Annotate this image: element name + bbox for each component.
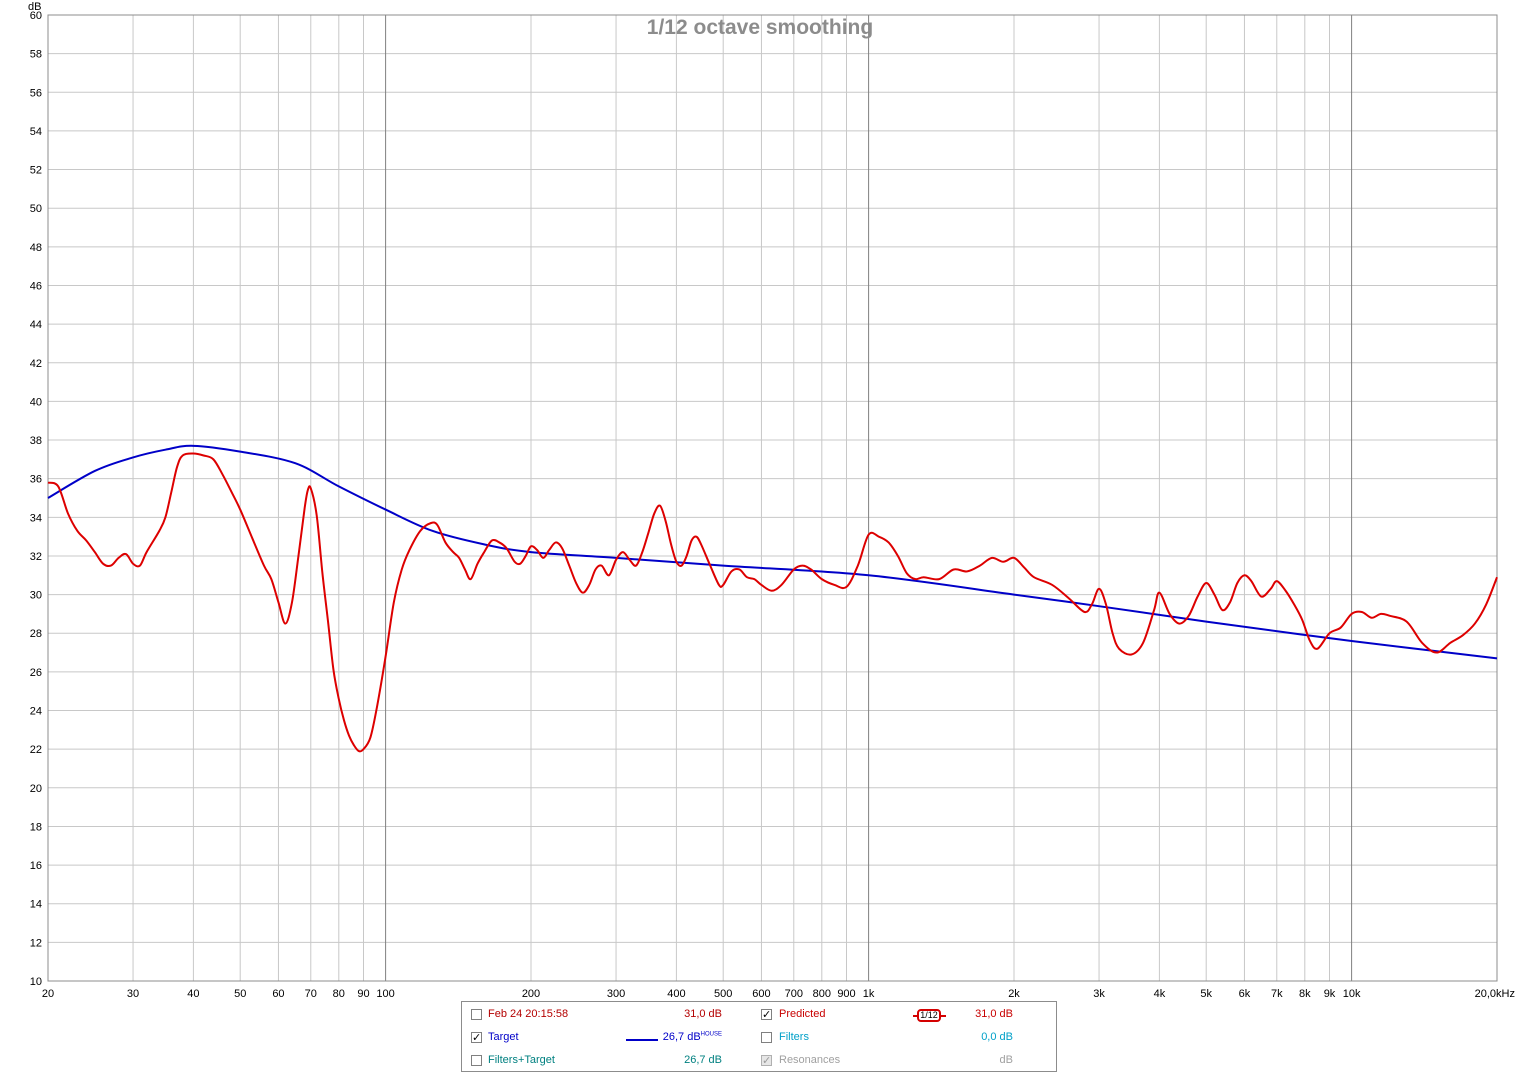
x-tick-label: 40: [187, 988, 199, 1000]
x-tick-label: 9k: [1324, 988, 1336, 1000]
y-tick-label: 40: [30, 396, 42, 408]
y-tick-label: 54: [30, 126, 42, 138]
x-tick-label: 90: [357, 988, 369, 1000]
y-tick-label: 32: [30, 551, 42, 563]
x-tick-label: 400: [667, 988, 685, 1000]
y-tick-label: 16: [30, 860, 42, 872]
legend-row-filters-target: Filters+Target 26,7 dB ✓ Resonances dB: [462, 1051, 1056, 1071]
x-tick-label: 20: [42, 988, 54, 1000]
x-tick-label: 4k: [1154, 988, 1166, 1000]
filters-target-checkbox[interactable]: [471, 1055, 482, 1066]
y-tick-label: 36: [30, 474, 42, 486]
predicted-value: 31,0 dB: [975, 1008, 1013, 1020]
filters-checkbox[interactable]: [761, 1032, 772, 1043]
x-tick-label: 900: [837, 988, 855, 1000]
plot-frame: [47, 14, 1498, 982]
target-value-house-curve: HOUSE: [700, 1031, 722, 1038]
y-tick-label: 52: [30, 165, 42, 177]
x-tick-label: 100: [376, 988, 394, 1000]
y-tick-label: 60: [30, 10, 42, 22]
x-tick-label: 50: [234, 988, 246, 1000]
y-tick-label: 42: [30, 358, 42, 370]
x-tick-label: 70: [305, 988, 317, 1000]
x-tick-label: 60: [272, 988, 284, 1000]
y-axis-ticks: 10 12 14 16 18 20 22 24 26 28 30 32 34 36 38 40 42 44 46 48…: [30, 10, 42, 988]
resonances-value: dB: [999, 1054, 1013, 1066]
frequency-response-chart: 10 12 14 16 18 20 22 24 26 28 30 32 34 36 38 40 42 44 46 48…: [28, 1, 1515, 1000]
x-tick-label: 500: [714, 988, 732, 1000]
series-lines: [47, 444, 1498, 753]
chart-title: 1/12 octave smoothing: [647, 16, 873, 39]
target-checkbox[interactable]: ✓: [471, 1032, 482, 1044]
x-tick-label: 600: [752, 988, 770, 1000]
x-tick-label: 3k: [1093, 988, 1105, 1000]
resonances-checkbox[interactable]: ✓: [761, 1055, 772, 1067]
y-tick-label: 58: [30, 49, 42, 61]
y-tick-label: 22: [30, 744, 42, 756]
filters-label[interactable]: Filters: [779, 1031, 809, 1043]
x-tick-label: 5k: [1200, 988, 1212, 1000]
y-tick-label: 30: [30, 590, 42, 602]
target-value: 26,7 dBHOUSE: [662, 1031, 722, 1043]
y-tick-label: 20: [30, 783, 42, 795]
y-tick-label: 10: [30, 976, 42, 988]
chart-grid: [47, 14, 1498, 982]
series-line-target: [47, 444, 1498, 660]
y-tick-label: 46: [30, 280, 42, 292]
x-tick-label: 6k: [1239, 988, 1251, 1000]
y-tick-label: 56: [30, 87, 42, 99]
target-label[interactable]: Target: [488, 1031, 519, 1043]
y-tick-label: 48: [30, 242, 42, 254]
legend-row-target: ✓ Target 26,7 dBHOUSE Filters 0,0 dB: [462, 1028, 1056, 1048]
filters-target-value: 26,7 dB: [684, 1054, 722, 1066]
x-tick-label: 1k: [863, 988, 875, 1000]
x-tick-label: 300: [607, 988, 625, 1000]
x-tick-label: 80: [333, 988, 345, 1000]
y-tick-label: 38: [30, 435, 42, 447]
x-tick-label: 2k: [1008, 988, 1020, 1000]
legend-row-measurement: Feb 24 20:15:58 31,0 dB ✓ Predicted 1/12…: [462, 1005, 1056, 1025]
filters-target-label[interactable]: Filters+Target: [488, 1054, 555, 1066]
target-line-swatch: [626, 1039, 658, 1041]
filters-value: 0,0 dB: [981, 1031, 1013, 1043]
y-tick-label: 50: [30, 203, 42, 215]
y-tick-label: 28: [30, 628, 42, 640]
y-tick-label: 26: [30, 667, 42, 679]
x-tick-label: 10k: [1343, 988, 1361, 1000]
resonances-label: Resonances: [779, 1054, 841, 1066]
y-tick-label: 18: [30, 821, 42, 833]
measurement-checkbox[interactable]: [471, 1009, 482, 1020]
y-tick-label: 34: [30, 512, 42, 524]
y-tick-label: 12: [30, 937, 42, 949]
x-tick-label: 800: [813, 988, 831, 1000]
y-tick-label: 14: [30, 899, 42, 911]
series-line-predicted: [47, 452, 1498, 753]
smoothing-badge[interactable]: 1/12: [917, 1009, 941, 1022]
legend-panel: Feb 24 20:15:58 31,0 dB ✓ Predicted 1/12…: [461, 1001, 1057, 1072]
predicted-line-swatch-left: [913, 1015, 919, 1017]
y-tick-label: 24: [30, 706, 42, 718]
y-tick-label: 44: [30, 319, 42, 331]
x-tick-label: 8k: [1299, 988, 1311, 1000]
predicted-checkbox[interactable]: ✓: [761, 1009, 772, 1021]
x-tick-label: 20,0kHz: [1475, 988, 1515, 1000]
predicted-label[interactable]: Predicted: [779, 1008, 826, 1020]
measurement-label[interactable]: Feb 24 20:15:58: [488, 1008, 569, 1020]
x-tick-label: 200: [522, 988, 540, 1000]
measurement-value: 31,0 dB: [684, 1008, 722, 1020]
x-tick-label: 7k: [1271, 988, 1283, 1000]
y-axis-unit-label: dB: [28, 1, 41, 13]
x-axis-ticks: 20 30 40 50 60 70 80 90 100 200 300 400 500 600 700 800…: [42, 988, 1515, 1000]
predicted-line-swatch-right: [940, 1015, 946, 1017]
x-tick-label: 30: [127, 988, 139, 1000]
x-tick-label: 700: [785, 988, 803, 1000]
